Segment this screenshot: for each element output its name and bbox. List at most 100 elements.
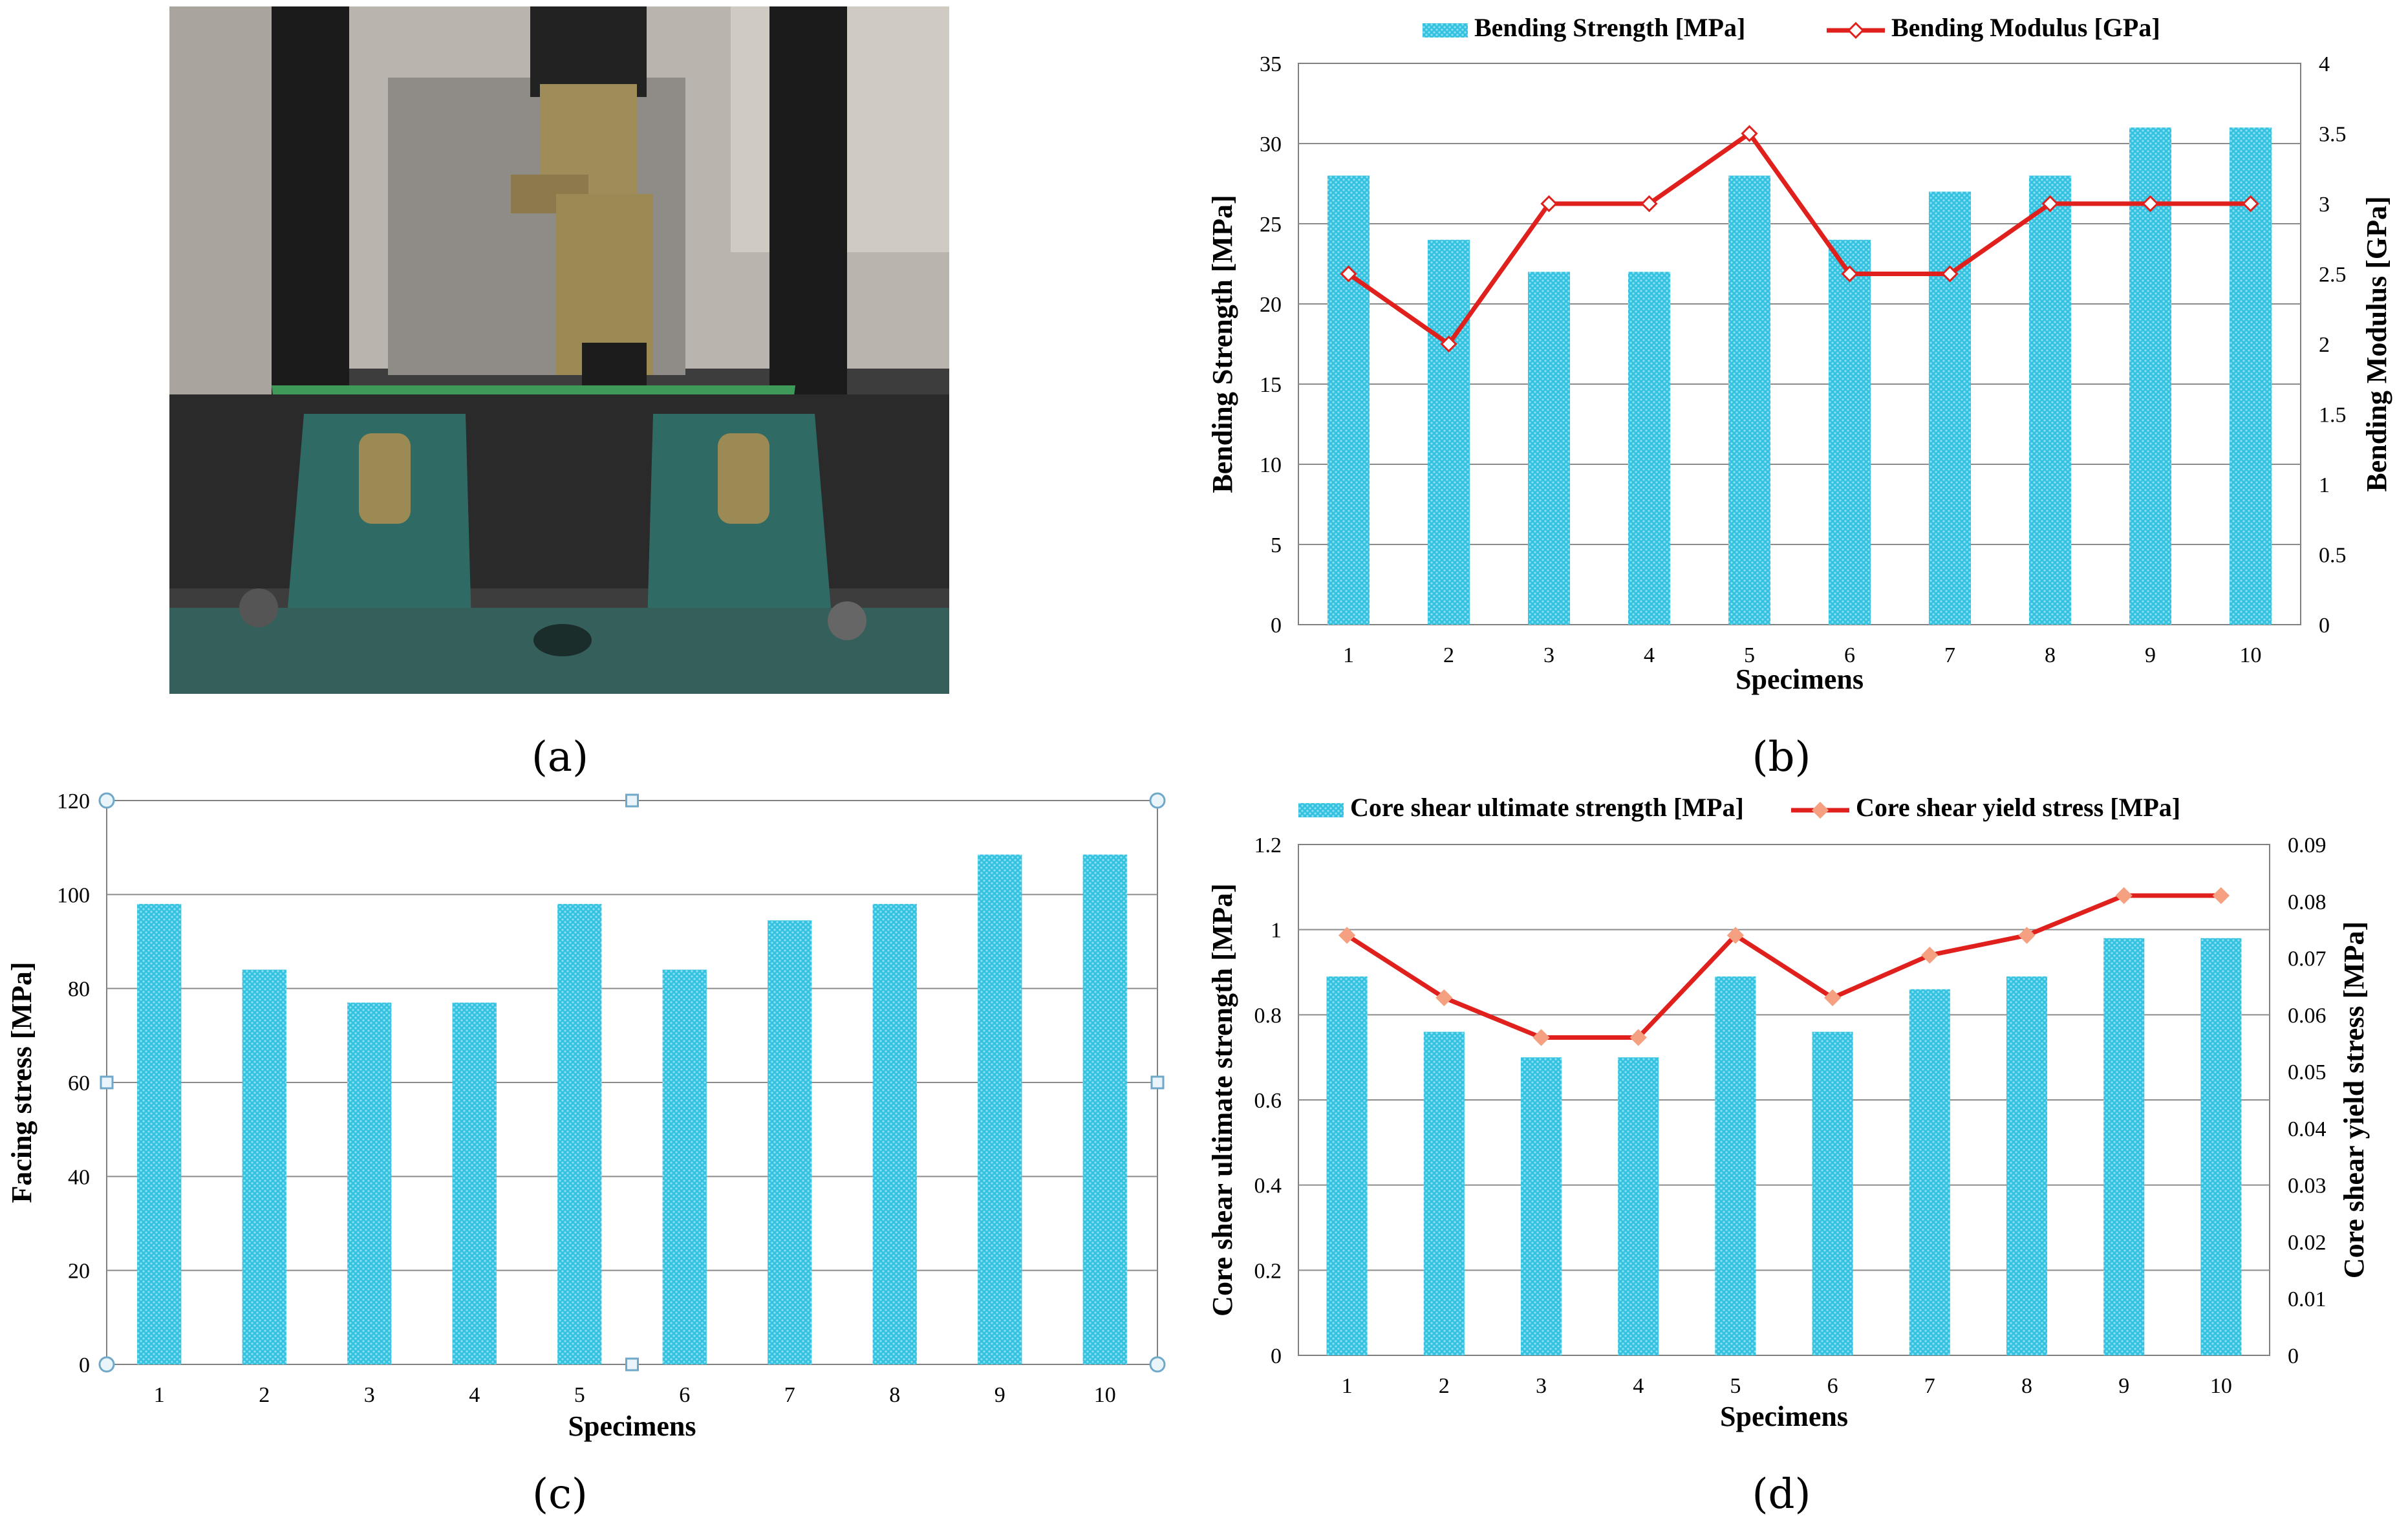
line-point-d-7: [1921, 947, 1939, 964]
line-point-b-9: [2142, 195, 2159, 213]
bar-c-5: [557, 903, 602, 1364]
y-tick-label: 80: [68, 978, 90, 1002]
x-tick-label: 8: [2021, 1374, 2032, 1398]
legend-label-line: Bending Modulus [GPa]: [1891, 13, 2160, 42]
x-tick-label: 2: [1443, 643, 1454, 667]
y2-tick-label: 0.07: [2288, 947, 2327, 971]
line-point-d-9: [2115, 887, 2133, 905]
x-axis-title: Specimens: [568, 1410, 696, 1442]
line-point-d-5: [1726, 927, 1745, 944]
x-tick-label: 10: [1094, 1383, 1116, 1407]
line-point-b-10: [2242, 195, 2259, 213]
y2-axis-title: Core shear yield stress [MPa]: [2338, 921, 2370, 1278]
legend: Core shear ultimate strength [MPa] Core s…: [1298, 793, 2180, 822]
series-line-d: [1346, 893, 2221, 1040]
line-point-d-4: [1629, 1029, 1647, 1046]
x-tick-label: 6: [1827, 1374, 1838, 1398]
bar-c-4: [452, 1002, 497, 1364]
selection-handle: [1149, 792, 1166, 809]
x-tick-label: 9: [2118, 1374, 2129, 1398]
x-tick-label: 5: [1744, 643, 1755, 667]
bar-c-3: [347, 1002, 392, 1364]
y2-tick-label: 2.5: [2319, 263, 2347, 287]
y2-tick-label: 0.06: [2288, 1004, 2327, 1028]
bar-d-6: [1812, 1031, 1853, 1355]
line-point-d-10: [2212, 887, 2230, 905]
y2-tick-label: 4: [2319, 52, 2330, 76]
selection-handle: [100, 1075, 114, 1090]
y2-tick-label: 1: [2319, 473, 2330, 497]
bar-c-8: [872, 903, 917, 1364]
plot-area: [1298, 63, 2301, 625]
y-tick-label: 25: [1260, 213, 1282, 237]
y-tick-label: 0: [79, 1353, 90, 1377]
x-tick-label: 4: [469, 1383, 480, 1407]
x-tick-label: 2: [1439, 1374, 1450, 1398]
bar-d-9: [2103, 938, 2145, 1355]
line-point-d-3: [1532, 1029, 1550, 1046]
y-tick-label: 0: [1271, 1344, 1282, 1368]
x-tick-label: 7: [1944, 643, 1955, 667]
bar-c-1: [137, 903, 182, 1364]
x-tick-label: 1: [1342, 1374, 1353, 1398]
legend-label-bar: Core shear ultimate strength [MPa]: [1350, 793, 1744, 822]
bar-d-7: [1909, 989, 1950, 1355]
line-point-b-8: [2041, 195, 2059, 213]
x-tick-label: 8: [2045, 643, 2056, 667]
y-axis-title: Facing stress [MPa]: [6, 962, 38, 1203]
bar-d-10: [2200, 938, 2242, 1355]
x-tick-label: 3: [1536, 1374, 1547, 1398]
x-tick-label: 9: [994, 1383, 1005, 1407]
x-tick-label: 9: [2145, 643, 2156, 667]
y-tick-label: 100: [57, 883, 90, 907]
x-tick-label: 1: [154, 1383, 165, 1407]
selection-handle: [98, 792, 115, 809]
x-tick-label: 6: [1844, 643, 1855, 667]
bar-c-2: [242, 969, 286, 1364]
bar-d-8: [2006, 976, 2048, 1355]
legend-marker: [1811, 801, 1829, 819]
x-tick-label: 4: [1633, 1374, 1644, 1398]
line-point-b-1: [1340, 265, 1357, 283]
bar-c-9: [978, 854, 1022, 1364]
series-line-b: [1347, 131, 2251, 347]
selection-handle: [625, 793, 639, 808]
x-tick-label: 10: [2210, 1374, 2232, 1398]
legend-label-line: Core shear yield stress [MPa]: [1856, 793, 2180, 822]
line-point-b-6: [1841, 265, 1858, 283]
caption-b: (b): [1752, 733, 1811, 781]
y2-tick-label: 0.08: [2288, 890, 2327, 914]
y2-tick-label: 0.05: [2288, 1060, 2327, 1084]
x-tick-label: 10: [2240, 643, 2262, 667]
legend-swatch-bar: [1298, 803, 1344, 817]
legend-swatch-bar: [1423, 23, 1468, 38]
y-tick-label: 120: [57, 790, 90, 813]
y-axis-title: Core shear ultimate strength [MPa]: [1207, 883, 1238, 1317]
y-tick-label: 0.2: [1254, 1259, 1282, 1283]
bar-d-3: [1520, 1057, 1562, 1355]
x-tick-label: 2: [259, 1383, 270, 1407]
y2-axis-title: Bending Modulus [GPa]: [2361, 196, 2392, 491]
x-tick-label: 7: [1924, 1374, 1935, 1398]
x-tick-label: 6: [679, 1383, 690, 1407]
bar-d-1: [1326, 976, 1368, 1355]
y2-tick-label: 2: [2319, 333, 2330, 357]
line-point-b-7: [1941, 265, 1959, 283]
x-tick-label: 5: [574, 1383, 585, 1407]
y2-tick-label: 0.04: [2288, 1117, 2327, 1141]
selection-handle: [1149, 1356, 1166, 1373]
line-point-b-4: [1640, 195, 1658, 213]
x-tick-label: 1: [1343, 643, 1354, 667]
bar-d-2: [1423, 1031, 1465, 1355]
y2-tick-label: 3: [2319, 193, 2330, 217]
line-point-d-8: [2018, 927, 2036, 944]
chart-b: 0 5 10 15 20 25 30 35 0 0.5 1 1.5 2 2.5 3 3.5 4 1 2 3 4 5 6 7 8 9…: [1207, 13, 2392, 695]
x-tick-label: 7: [784, 1383, 795, 1407]
legend: Bending Strength [MPa] Bending Modulus [G…: [1423, 13, 2160, 42]
bar-b-3: [1527, 272, 1571, 625]
x-tick-label: 3: [1543, 643, 1554, 667]
bar-c-6: [662, 969, 707, 1364]
x-tick-label: 8: [889, 1383, 900, 1407]
bar-b-8: [2028, 175, 2072, 625]
